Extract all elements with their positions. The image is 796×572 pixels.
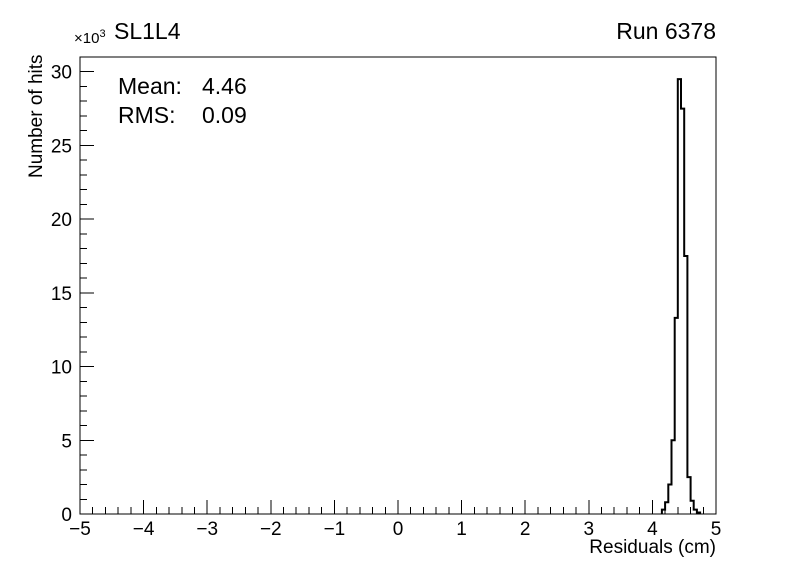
x-tick-label: 5 <box>711 519 722 540</box>
x-tick-label: 4 <box>647 519 658 540</box>
y-tick-label: 25 <box>51 137 72 158</box>
stat-rms-label: RMS: <box>118 102 176 128</box>
y-tick-label: 0 <box>61 505 72 526</box>
stat-rms: RMS: 0.09 <box>118 101 247 130</box>
x-tick-label: −5 <box>69 519 91 540</box>
y-scale-exponent: 3 <box>99 28 106 40</box>
x-axis-title: Residuals (cm) <box>589 537 716 558</box>
run-number-label: Run 6378 <box>616 18 716 44</box>
stat-rms-value: 0.09 <box>202 102 247 128</box>
y-axis-scale-label: ×103 <box>74 28 106 47</box>
stat-mean-value: 4.46 <box>202 73 247 99</box>
stats-box: Mean: 4.46 RMS: 0.09 <box>118 72 247 130</box>
x-tick-label: 3 <box>584 519 595 540</box>
y-tick-label: 30 <box>51 63 72 84</box>
y-tick-label: 15 <box>51 284 72 305</box>
chart-title: SL1L4 <box>114 18 181 44</box>
y-scale-prefix: ×10 <box>74 30 100 47</box>
y-tick-label: 5 <box>61 431 72 452</box>
x-tick-label: 1 <box>456 519 467 540</box>
y-tick-label: 10 <box>51 358 72 379</box>
stat-mean-label: Mean: <box>118 73 182 99</box>
histogram-line <box>660 78 702 514</box>
y-tick-label: 20 <box>51 210 72 231</box>
x-tick-label: −2 <box>260 519 282 540</box>
x-tick-label: −1 <box>324 519 346 540</box>
x-tick-label: −3 <box>196 519 218 540</box>
stat-mean: Mean: 4.46 <box>118 72 247 101</box>
y-axis-title: Number of hits <box>26 54 47 178</box>
x-tick-label: 0 <box>393 519 404 540</box>
x-tick-label: 2 <box>520 519 531 540</box>
x-tick-label: −4 <box>133 519 155 540</box>
